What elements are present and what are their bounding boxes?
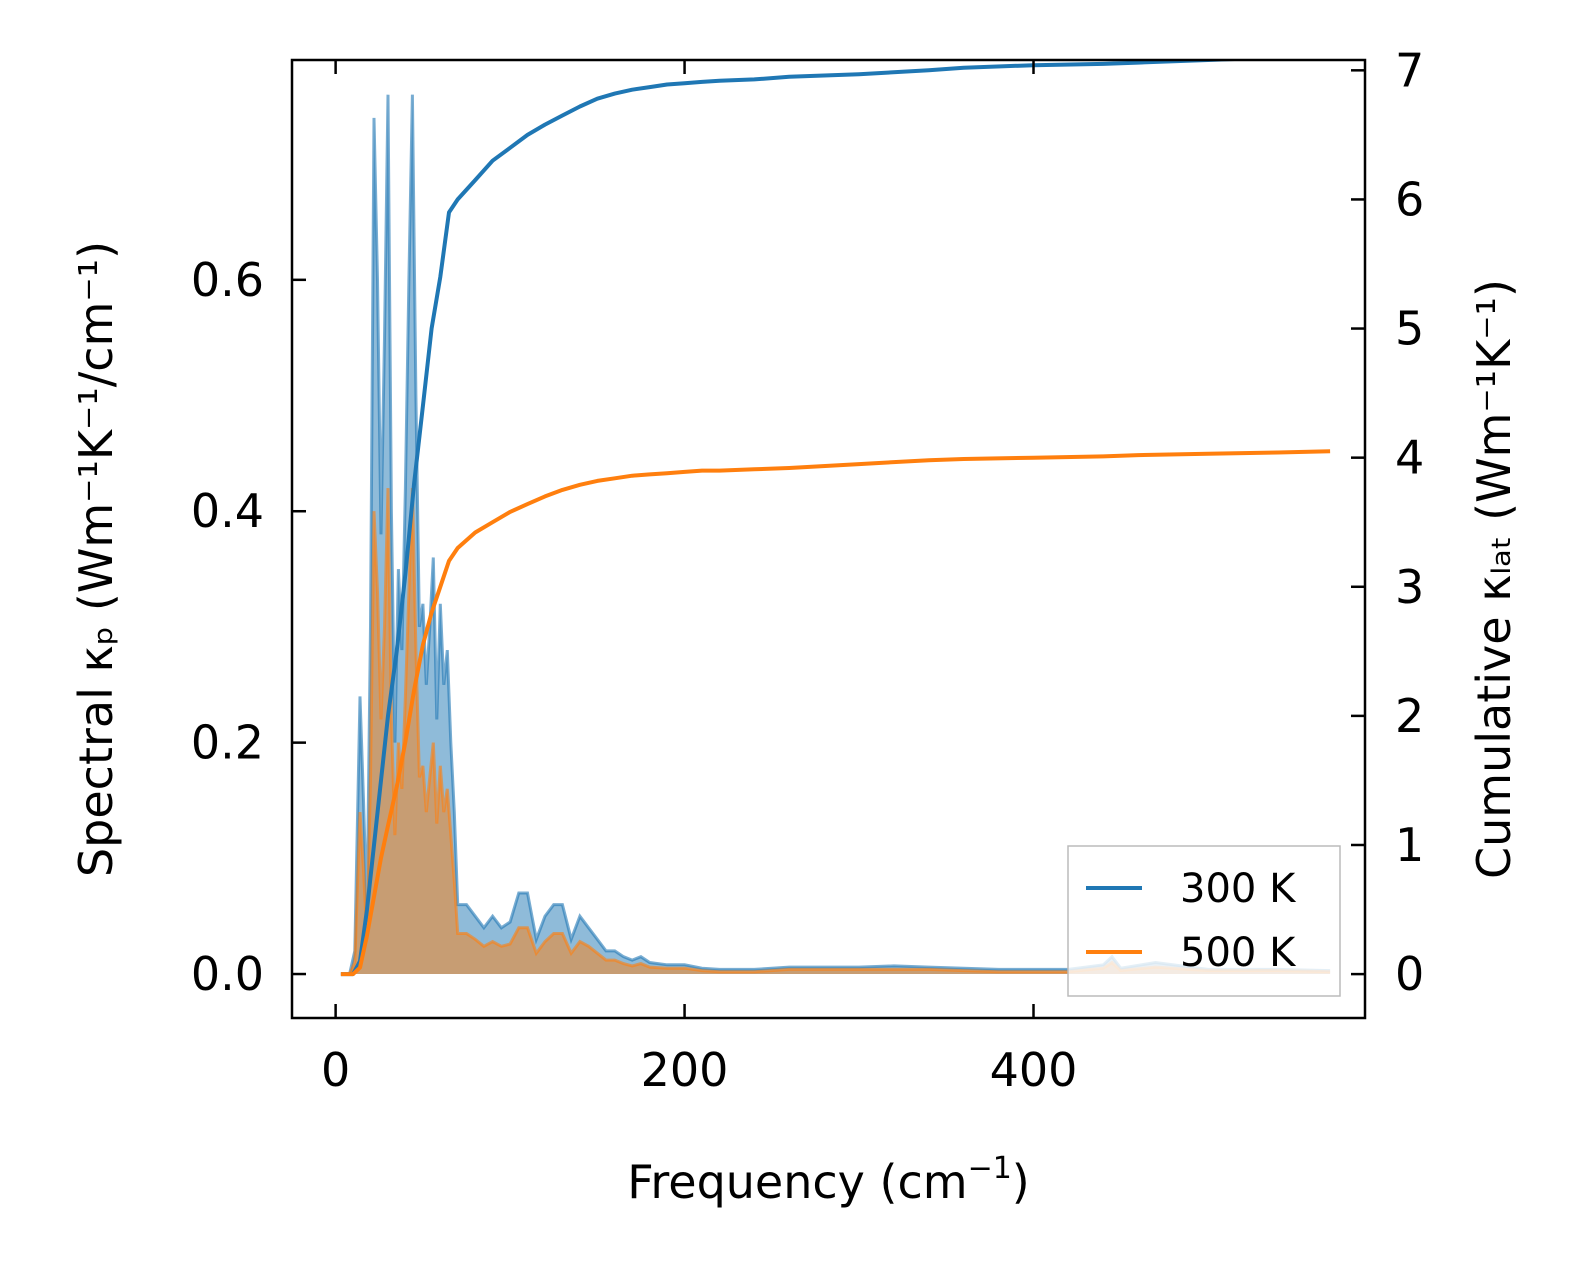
legend-box xyxy=(1067,845,1341,997)
y-right-tick-label: 7 xyxy=(1395,43,1424,97)
plot-frame xyxy=(290,58,1367,1020)
spectral-line-500k xyxy=(340,488,1331,976)
y-left-tick-label: 0.6 xyxy=(191,253,264,307)
x-tick-label: 0 xyxy=(321,1043,350,1097)
plot-area xyxy=(340,60,1331,977)
plot-clipped xyxy=(340,60,1331,977)
cumulative-line-300k xyxy=(340,60,1262,977)
y-left-tick-label: 0.4 xyxy=(191,484,264,538)
x-axis-title-main: Frequency (cm xyxy=(627,1155,967,1209)
x-axis-title-tail: ) xyxy=(1012,1155,1030,1209)
y-left-tick-label: 0.2 xyxy=(191,716,264,770)
y-left-axis-title: Spectral κₚ (Wm⁻¹K⁻¹/cm⁻¹) xyxy=(69,241,123,877)
y-left-tick-label: 0.0 xyxy=(191,947,264,1001)
y-right-axis-title: Cumulative κₗₐₜ (Wm⁻¹K⁻¹) xyxy=(1467,279,1521,879)
legend: 300 K 500 K xyxy=(1067,845,1341,997)
legend-label-500k: 500 K xyxy=(1180,930,1297,976)
axis-labels: Frequency (cm−1) Spectral κₚ (Wm⁻¹K⁻¹/cm⁻… xyxy=(69,241,1521,1209)
y-right-tick-label: 6 xyxy=(1395,172,1424,226)
y-right-tick-label: 3 xyxy=(1395,560,1424,614)
spectral-line-300k xyxy=(340,94,1331,976)
x-tick-label: 200 xyxy=(641,1043,729,1097)
x-tick-label: 400 xyxy=(990,1043,1078,1097)
y-right-tick-label: 2 xyxy=(1395,689,1424,743)
y-right-tick-label: 0 xyxy=(1395,947,1424,1001)
x-axis-title-sup: −1 xyxy=(968,1151,1012,1186)
axes: 0 200 400 0.0 0.2 0.4 0.6 0 1 2 3 4 5 6 7 xyxy=(191,43,1424,1097)
x-axis-title: Frequency (cm−1) xyxy=(627,1151,1030,1209)
cumulative-line-500k xyxy=(340,449,1331,977)
y-right-tick-label: 4 xyxy=(1395,431,1424,485)
spectral-area-500k xyxy=(340,488,1331,974)
legend-label-300k: 300 K xyxy=(1180,866,1297,912)
y-right-tick-label: 5 xyxy=(1395,302,1424,356)
y-right-tick-label: 1 xyxy=(1395,818,1424,872)
